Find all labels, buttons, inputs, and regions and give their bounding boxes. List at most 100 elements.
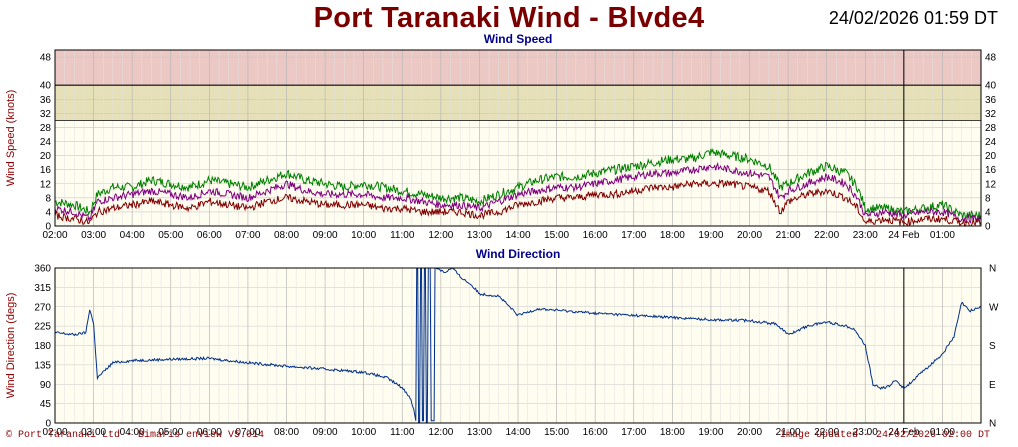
x-tick-label: 08:00: [274, 427, 299, 438]
x-tick-label: 09:00: [313, 427, 338, 438]
y-tick-label-left: 16: [40, 165, 52, 176]
x-tick-label: 12:00: [428, 230, 453, 241]
compass-label: S: [989, 341, 996, 352]
y-tick-label-left: 12: [40, 179, 52, 190]
series-average: [54, 161, 982, 224]
x-tick-label: 07:00: [235, 230, 260, 241]
y-axis-label: Wind Speed (knots): [5, 90, 17, 187]
y-tick-label-left: 180: [34, 341, 51, 352]
y-axis-label: Wind Direction (degs): [5, 293, 17, 399]
compass-label: E: [989, 380, 996, 391]
wind-direction-chart: Wind Direction 0 45 90 135 180 225 270 315 360 N E S…: [5, 247, 999, 438]
y-tick-label-right: 48: [985, 53, 997, 64]
image-updated-footer: Image Updated - 24/02/2026 02:00 DT: [779, 430, 990, 441]
y-tick-label-right: 16: [985, 165, 997, 176]
x-tick-label: 13:00: [467, 427, 492, 438]
x-tick-label: 09:00: [313, 230, 338, 241]
x-tick-label: 21:00: [776, 427, 801, 438]
plot-frame: [54, 49, 982, 227]
x-tick-label: 21:00: [776, 230, 801, 241]
y-tick-label-left: 20: [40, 151, 52, 162]
x-tick-label: 12:00: [428, 427, 453, 438]
series-direction: [54, 267, 982, 424]
x-tick-label: 05:00: [158, 230, 183, 241]
x-tick-label: 13:00: [467, 230, 492, 241]
x-tick-label: 04:00: [120, 230, 145, 241]
x-tick-label: 19:00: [698, 230, 723, 241]
y-tick-label-left: 28: [40, 123, 52, 134]
x-tick-label: 10:00: [351, 230, 376, 241]
y-tick-label-left: 4: [45, 207, 51, 218]
x-tick-label: 16:00: [583, 230, 608, 241]
y-tick-label-right: 40: [985, 81, 997, 92]
y-tick-label-right: 8: [985, 193, 991, 204]
y-tick-label-right: 12: [985, 179, 997, 190]
y-tick-label-left: 0: [45, 419, 51, 430]
y-tick-label-left: 8: [45, 193, 51, 204]
compass-label: N: [989, 264, 996, 275]
compass-label: W: [989, 302, 999, 313]
y-tick-label-left: 90: [40, 380, 52, 391]
x-tick-label: 06:00: [197, 427, 222, 438]
x-tick-label: 14:00: [505, 427, 530, 438]
y-tick-label-right: 28: [985, 123, 997, 134]
y-tick-label-left: 135: [34, 360, 51, 371]
x-tick-label: 18:00: [660, 230, 685, 241]
y-tick-label-left: 315: [34, 283, 51, 294]
x-tick-label: 06:00: [197, 230, 222, 241]
x-tick-label: 17:00: [621, 427, 646, 438]
y-tick-label-left: 0: [45, 222, 51, 233]
y-tick-label-right: 20: [985, 151, 997, 162]
x-tick-label: 16:00: [583, 427, 608, 438]
y-tick-label-left: 225: [34, 322, 51, 333]
x-tick-label: 23:00: [853, 427, 878, 438]
x-tick-label: 18:00: [660, 427, 685, 438]
y-tick-label-right: 36: [985, 95, 997, 106]
page-title: Port Taranaki Wind - Blvde4: [313, 2, 705, 34]
x-tick-label: 11:00: [390, 427, 415, 438]
x-tick-label: 11:00: [390, 230, 415, 241]
y-tick-label-left: 360: [34, 264, 51, 275]
copyright-footer: © Port Taranaki Ltd - Bimaris enView V5.…: [6, 430, 265, 441]
x-tick-label: 15:00: [544, 427, 569, 438]
x-tick-label: 24 Feb: [888, 427, 920, 438]
x-tick-label: 19:00: [698, 427, 723, 438]
y-tick-label-right: 0: [985, 222, 991, 233]
series-gust: [54, 148, 982, 221]
x-tick-label: 04:00: [120, 427, 145, 438]
chart-title: Wind Speed: [484, 32, 553, 46]
y-tick-label-left: 270: [34, 302, 51, 313]
x-tick-label: 24 Feb: [888, 230, 920, 241]
x-tick-label: 17:00: [621, 230, 646, 241]
x-tick-label: 10:00: [351, 427, 376, 438]
x-tick-label: 08:00: [274, 230, 299, 241]
series-minimum: [54, 178, 982, 227]
x-tick-label: 22:00: [814, 427, 839, 438]
x-tick-label: 14:00: [505, 230, 530, 241]
y-tick-label-right: 32: [985, 109, 997, 120]
x-tick-label: 22:00: [814, 230, 839, 241]
x-tick-label: 15:00: [544, 230, 569, 241]
x-tick-label: 01:00: [930, 427, 955, 438]
x-tick-label: 03:00: [81, 427, 106, 438]
x-tick-label: 01:00: [930, 230, 955, 241]
compass-label: N: [989, 419, 996, 430]
x-tick-label: 03:00: [81, 230, 106, 241]
y-tick-label-right: 4: [985, 207, 991, 218]
y-tick-label-left: 48: [40, 53, 52, 64]
x-tick-label: 20:00: [737, 230, 762, 241]
x-tick-label: 20:00: [737, 427, 762, 438]
plot-frame: [54, 267, 982, 424]
y-tick-label-right: 24: [985, 137, 997, 148]
y-tick-label-left: 45: [40, 399, 52, 410]
chart-title: Wind Direction: [476, 247, 561, 261]
y-tick-label-left: 24: [40, 137, 52, 148]
y-tick-label-left: 36: [40, 95, 52, 106]
x-tick-label: 07:00: [235, 427, 260, 438]
x-tick-label: 02:00: [42, 230, 67, 241]
y-tick-label-left: 40: [40, 81, 52, 92]
x-tick-label: 02:00: [42, 427, 67, 438]
x-tick-label: 23:00: [853, 230, 878, 241]
y-tick-label-left: 32: [40, 109, 52, 120]
timestamp: 24/02/2026 01:59 DT: [828, 8, 998, 28]
